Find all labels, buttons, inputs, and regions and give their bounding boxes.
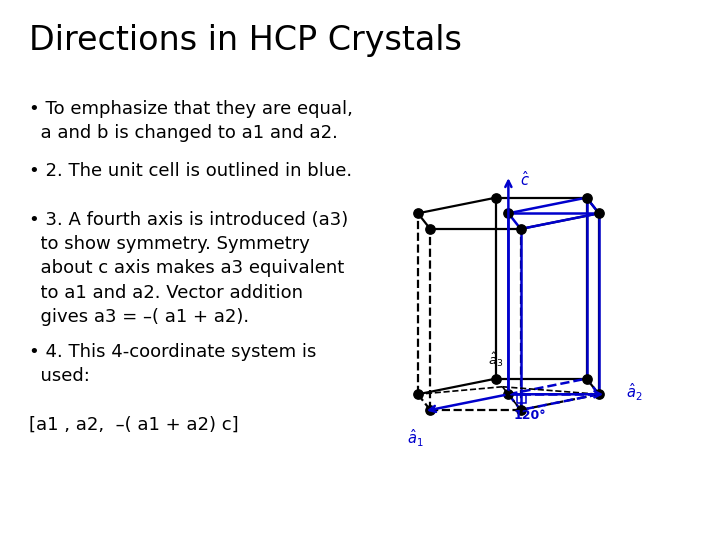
Text: [a1 , a2,  –( a1 + a2) c]: [a1 , a2, –( a1 + a2) c] <box>29 416 238 434</box>
Text: 120°: 120° <box>513 409 546 422</box>
Text: • To emphasize that they are equal,
  a and b is changed to a1 and a2.: • To emphasize that they are equal, a an… <box>29 100 353 142</box>
Point <box>490 193 502 202</box>
Point <box>515 225 526 233</box>
Point <box>425 225 436 233</box>
Text: $\hat{c}$: $\hat{c}$ <box>520 171 530 189</box>
Point <box>412 209 423 218</box>
Point <box>593 390 605 399</box>
Point <box>412 390 423 399</box>
Point <box>503 209 514 218</box>
Text: • 2. The unit cell is outlined in blue.: • 2. The unit cell is outlined in blue. <box>29 162 352 180</box>
Text: • 4. This 4-coordinate system is
  used:: • 4. This 4-coordinate system is used: <box>29 343 316 385</box>
Point <box>593 209 605 218</box>
Text: $\hat{a}_3$: $\hat{a}_3$ <box>487 350 503 369</box>
Point <box>581 374 593 383</box>
Text: $\hat{a}_1$: $\hat{a}_1$ <box>407 428 423 449</box>
Point <box>515 406 526 414</box>
Point <box>425 406 436 414</box>
Text: Directions in HCP Crystals: Directions in HCP Crystals <box>29 24 462 57</box>
Text: • 3. A fourth axis is introduced (a3)
  to show symmetry. Symmetry
  about c axi: • 3. A fourth axis is introduced (a3) to… <box>29 211 348 326</box>
Point <box>503 390 514 399</box>
Bar <box>518 395 526 403</box>
Point <box>581 193 593 202</box>
Point <box>490 374 502 383</box>
Text: $\hat{a}_2$: $\hat{a}_2$ <box>626 382 642 403</box>
